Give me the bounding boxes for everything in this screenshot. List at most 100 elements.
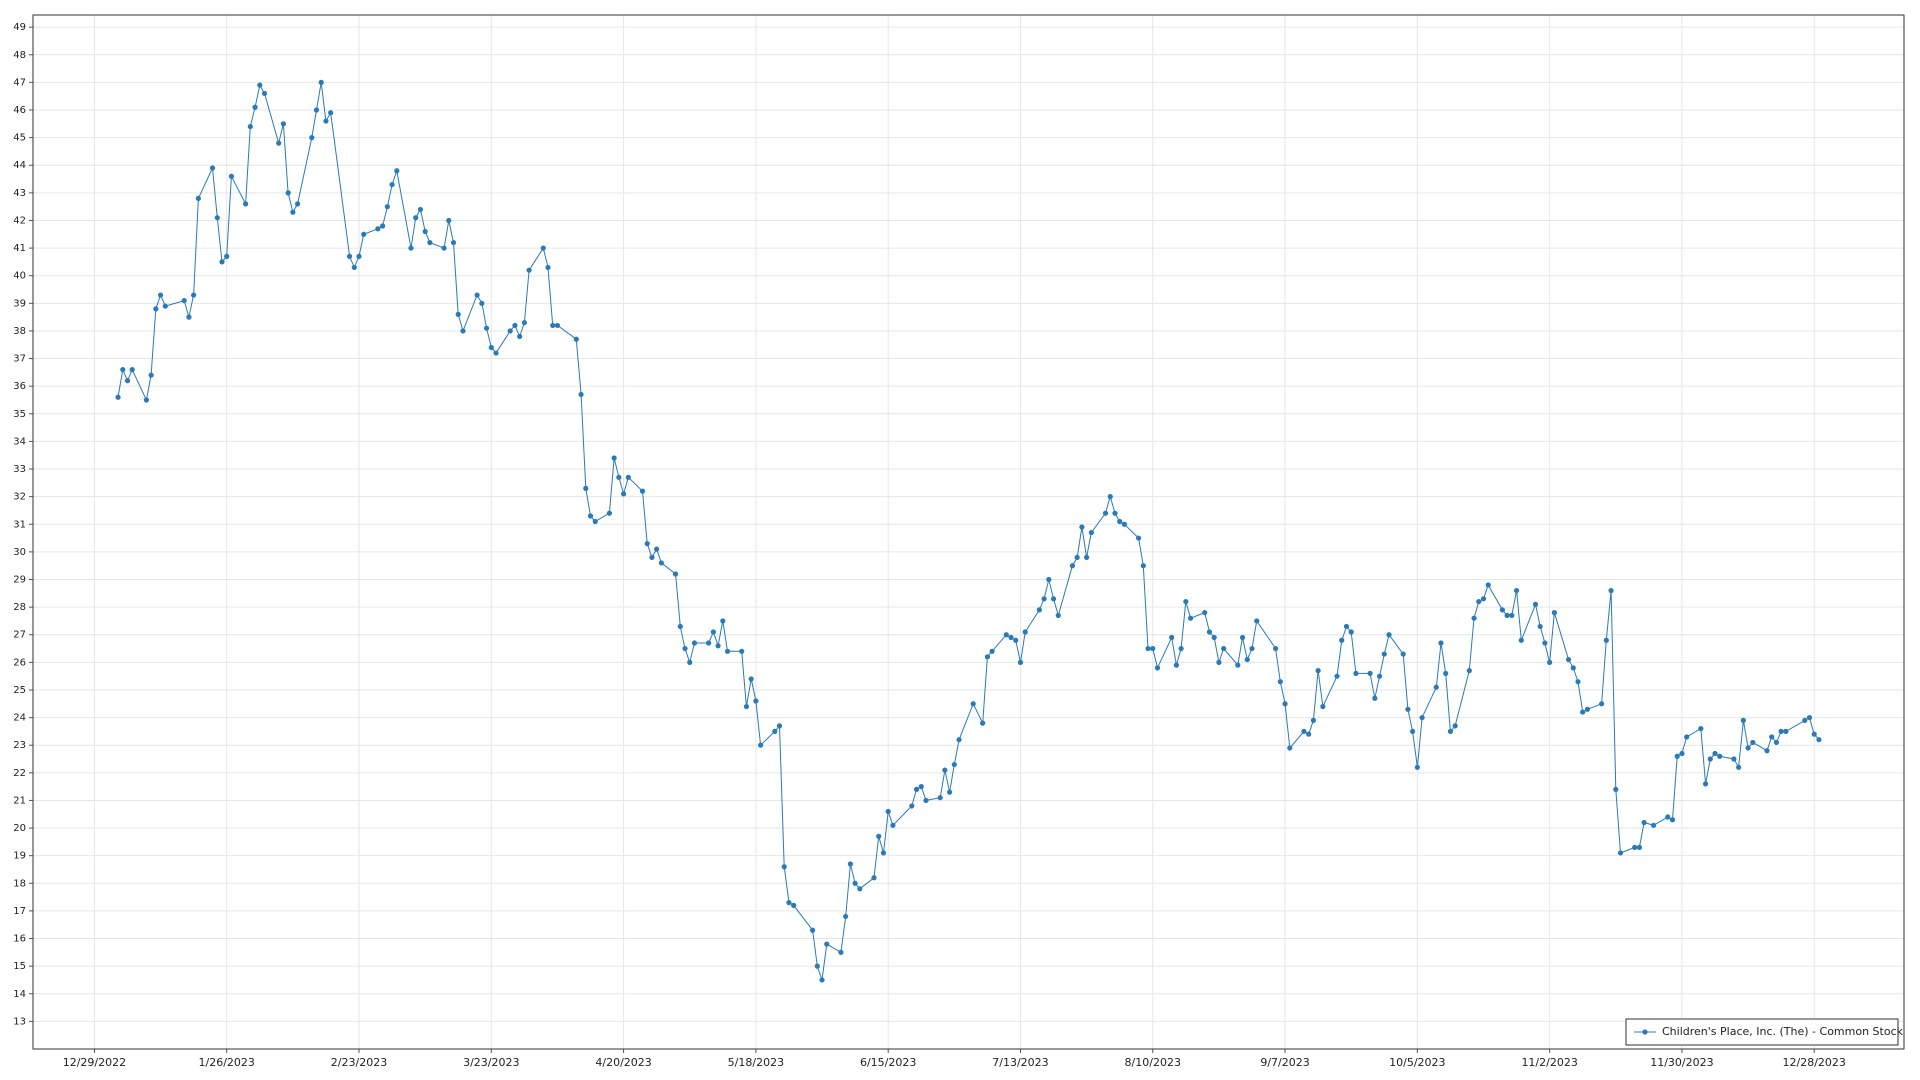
data-point xyxy=(1339,637,1345,643)
data-point xyxy=(819,977,825,983)
data-point xyxy=(1173,662,1179,668)
data-point xyxy=(209,165,216,171)
data-point xyxy=(280,121,287,127)
data-point xyxy=(224,253,230,259)
data-point xyxy=(876,833,882,839)
data-point xyxy=(446,217,452,224)
data-point xyxy=(479,300,485,306)
x-tick-label: 12/29/2022 xyxy=(63,1056,126,1069)
y-tick-label: 21 xyxy=(13,795,26,806)
data-point xyxy=(1778,728,1784,734)
data-point xyxy=(120,367,126,373)
data-point xyxy=(1150,645,1156,652)
data-point xyxy=(758,742,764,748)
data-point xyxy=(408,245,414,251)
data-point xyxy=(361,231,367,237)
data-point xyxy=(1575,679,1581,685)
data-point xyxy=(1509,612,1515,619)
data-point xyxy=(1684,734,1690,740)
plot-frame xyxy=(32,14,1905,1050)
data-point xyxy=(809,927,816,933)
data-point xyxy=(677,623,683,630)
data-point xyxy=(984,654,990,660)
data-point xyxy=(1702,781,1709,787)
y-tick-label: 41 xyxy=(13,243,26,254)
data-point xyxy=(639,488,646,494)
data-point xyxy=(1244,656,1250,663)
data-point xyxy=(1466,668,1472,674)
y-tick-label: 30 xyxy=(13,547,26,558)
data-point xyxy=(791,902,797,908)
data-point xyxy=(1542,640,1548,646)
y-tick-label: 19 xyxy=(13,851,26,862)
data-point xyxy=(1084,554,1090,561)
y-tick-label: 17 xyxy=(13,906,26,917)
data-point xyxy=(517,333,523,340)
data-point xyxy=(1707,756,1713,762)
data-point xyxy=(625,474,631,480)
data-point xyxy=(474,292,480,298)
data-point xyxy=(247,123,253,130)
data-point xyxy=(186,314,192,320)
x-tick-label: 10/5/2023 xyxy=(1389,1056,1445,1069)
data-point xyxy=(1603,637,1609,643)
data-point xyxy=(1102,510,1109,516)
data-point xyxy=(285,190,291,196)
data-point xyxy=(1003,632,1009,638)
y-tick-label: 43 xyxy=(13,188,26,199)
data-point xyxy=(1419,714,1425,721)
data-point xyxy=(871,875,877,881)
data-point xyxy=(1008,634,1014,641)
series-line xyxy=(117,82,1820,981)
y-tick-label: 15 xyxy=(13,961,26,972)
data-point xyxy=(181,297,187,304)
data-point xyxy=(1367,670,1373,677)
data-point xyxy=(1315,668,1321,674)
data-point xyxy=(1221,645,1227,652)
data-point xyxy=(153,306,159,312)
data-point xyxy=(644,540,650,547)
data-point xyxy=(1206,629,1213,635)
data-point xyxy=(1499,607,1505,613)
data-point xyxy=(554,322,561,329)
data-point xyxy=(1570,665,1576,671)
data-point xyxy=(261,90,268,97)
data-point xyxy=(1443,670,1449,677)
data-point xyxy=(1079,524,1085,530)
data-point xyxy=(1698,726,1704,732)
data-point xyxy=(715,643,721,649)
y-tick-label: 49 xyxy=(13,22,26,33)
y-tick-label: 31 xyxy=(13,519,26,530)
y-tick-label: 14 xyxy=(13,989,26,1000)
y-tick-label: 40 xyxy=(13,271,26,282)
data-point xyxy=(776,723,783,729)
data-point xyxy=(228,173,235,179)
data-point xyxy=(1783,728,1789,734)
data-point xyxy=(148,372,154,378)
y-tick-label: 42 xyxy=(13,215,26,226)
data-point xyxy=(1112,510,1118,516)
data-point xyxy=(243,201,249,207)
x-tick-label: 7/13/2023 xyxy=(992,1056,1048,1069)
data-point xyxy=(1348,629,1354,635)
y-tick-label: 33 xyxy=(13,464,26,475)
y-tick-label: 24 xyxy=(13,713,26,724)
data-point xyxy=(1750,739,1756,746)
data-point xyxy=(257,82,263,88)
data-point xyxy=(1551,610,1557,616)
data-point xyxy=(219,259,225,265)
x-tick-label: 12/28/2023 xyxy=(1783,1056,1846,1069)
data-point xyxy=(772,728,778,734)
data-point xyxy=(1055,612,1061,619)
data-point xyxy=(1580,709,1586,715)
data-point xyxy=(346,253,353,259)
data-point xyxy=(1069,563,1076,569)
data-point xyxy=(706,640,712,646)
data-point xyxy=(918,784,924,790)
data-point xyxy=(658,560,664,566)
data-point xyxy=(909,803,915,809)
y-tick-label: 38 xyxy=(13,326,26,337)
data-point xyxy=(162,303,168,309)
data-point xyxy=(1376,673,1383,679)
data-point xyxy=(1183,598,1189,605)
